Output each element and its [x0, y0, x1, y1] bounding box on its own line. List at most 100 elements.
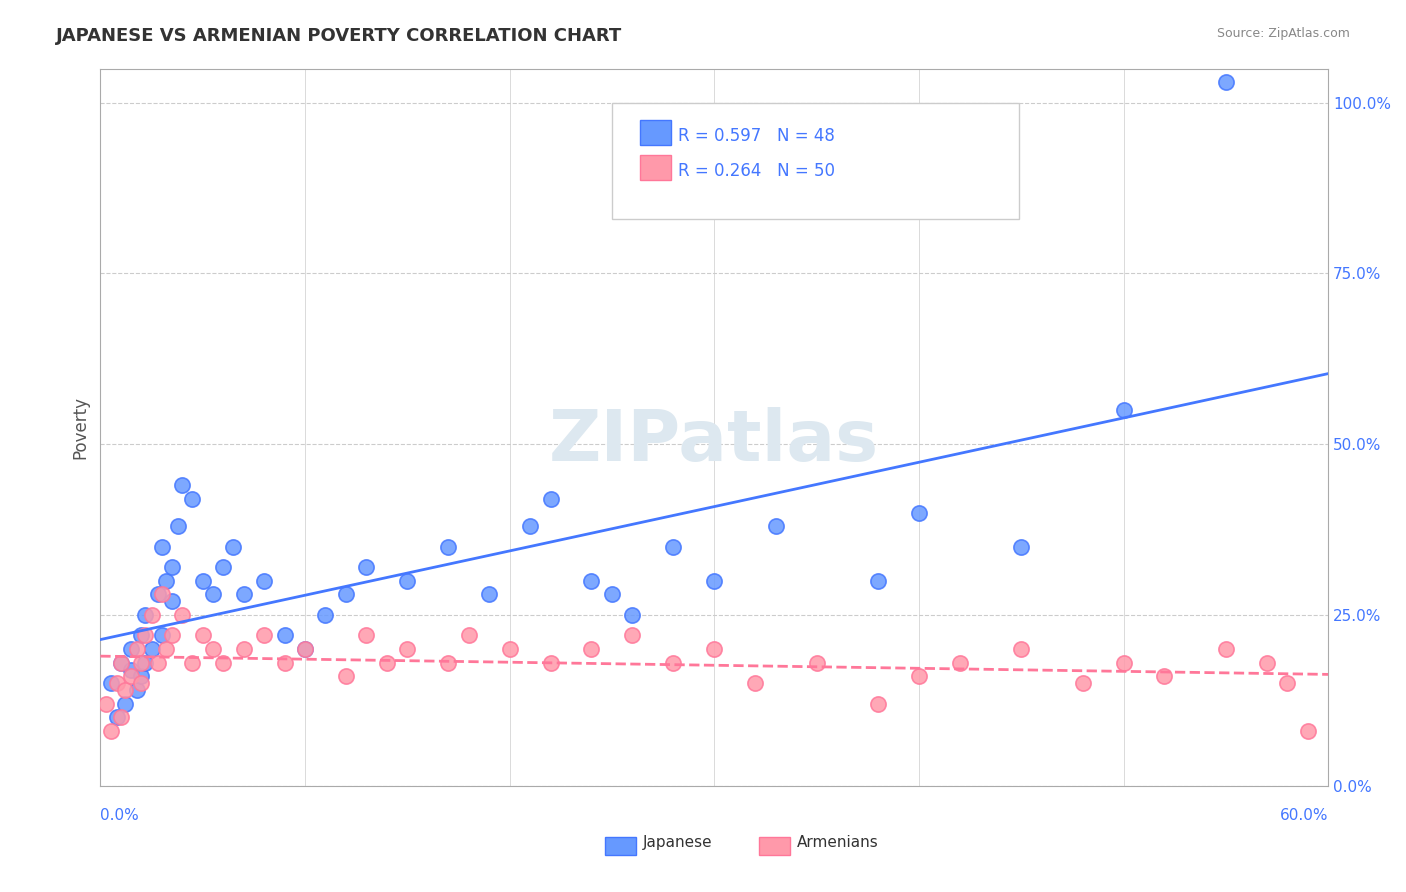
Japanese [110, 656, 132, 670]
Armenians [437, 656, 460, 670]
Armenians [100, 724, 122, 739]
Japanese [172, 478, 194, 492]
Armenians [114, 683, 136, 698]
Armenians [335, 669, 357, 683]
Japanese [866, 574, 889, 588]
Japanese [335, 587, 357, 601]
Armenians [1256, 656, 1278, 670]
Japanese [129, 628, 152, 642]
Armenians [1112, 656, 1135, 670]
Armenians [129, 656, 152, 670]
Japanese [134, 607, 156, 622]
Armenians [120, 669, 142, 683]
Armenians [356, 628, 378, 642]
Armenians [110, 710, 132, 724]
Armenians [621, 628, 644, 642]
Japanese [160, 560, 183, 574]
Japanese [134, 656, 156, 670]
Armenians [1296, 724, 1319, 739]
Text: ZIPatlas: ZIPatlas [550, 407, 879, 476]
Japanese [150, 628, 173, 642]
Armenians [146, 656, 169, 670]
Japanese [191, 574, 214, 588]
Armenians [866, 697, 889, 711]
Armenians [1071, 676, 1094, 690]
Armenians [253, 628, 276, 642]
Japanese [1215, 75, 1237, 89]
Text: Japanese: Japanese [643, 836, 713, 850]
Japanese [155, 574, 177, 588]
Japanese [396, 574, 419, 588]
Japanese [129, 669, 152, 683]
Armenians [1010, 642, 1032, 657]
Japanese [141, 642, 163, 657]
Armenians [581, 642, 603, 657]
Text: JAPANESE VS ARMENIAN POVERTY CORRELATION CHART: JAPANESE VS ARMENIAN POVERTY CORRELATION… [56, 27, 623, 45]
Japanese [703, 574, 725, 588]
Text: 60.0%: 60.0% [1279, 808, 1329, 823]
Armenians [172, 607, 194, 622]
Armenians [150, 587, 173, 601]
Armenians [110, 656, 132, 670]
Armenians [806, 656, 828, 670]
Armenians [129, 676, 152, 690]
Japanese [201, 587, 224, 601]
Armenians [181, 656, 204, 670]
Japanese [356, 560, 378, 574]
Japanese [294, 642, 316, 657]
Japanese [662, 540, 685, 554]
Text: Armenians: Armenians [797, 836, 879, 850]
Armenians [540, 656, 562, 670]
Armenians [134, 628, 156, 642]
Armenians [232, 642, 254, 657]
Japanese [100, 676, 122, 690]
Armenians [212, 656, 235, 670]
Japanese [150, 540, 173, 554]
Japanese [232, 587, 254, 601]
Armenians [375, 656, 398, 670]
Armenians [498, 642, 520, 657]
Japanese [120, 663, 142, 677]
Japanese [160, 594, 183, 608]
Armenians [155, 642, 177, 657]
Japanese [146, 587, 169, 601]
Japanese [127, 683, 149, 698]
Japanese [212, 560, 235, 574]
Y-axis label: Poverty: Poverty [72, 396, 89, 458]
Japanese [478, 587, 501, 601]
Japanese [222, 540, 245, 554]
Japanese [253, 574, 276, 588]
Japanese [765, 519, 787, 533]
Japanese [120, 642, 142, 657]
Armenians [141, 607, 163, 622]
Armenians [949, 656, 972, 670]
Japanese [181, 491, 204, 506]
Japanese [581, 574, 603, 588]
Japanese [105, 710, 128, 724]
Armenians [1153, 669, 1175, 683]
Japanese [600, 587, 623, 601]
Armenians [744, 676, 766, 690]
Japanese [908, 506, 931, 520]
Armenians [127, 642, 149, 657]
Japanese [437, 540, 460, 554]
Japanese [621, 607, 644, 622]
Text: 0.0%: 0.0% [100, 808, 139, 823]
Armenians [96, 697, 118, 711]
Armenians [1277, 676, 1299, 690]
Armenians [1215, 642, 1237, 657]
Armenians [294, 642, 316, 657]
Japanese [540, 491, 562, 506]
Armenians [457, 628, 479, 642]
Japanese [1010, 540, 1032, 554]
Armenians [273, 656, 295, 670]
Armenians [201, 642, 224, 657]
Japanese [314, 607, 336, 622]
Armenians [105, 676, 128, 690]
Text: Source: ZipAtlas.com: Source: ZipAtlas.com [1216, 27, 1350, 40]
Armenians [703, 642, 725, 657]
Text: R = 0.264   N = 50: R = 0.264 N = 50 [678, 162, 835, 180]
Text: R = 0.597   N = 48: R = 0.597 N = 48 [678, 127, 835, 145]
Japanese [1112, 403, 1135, 417]
Armenians [191, 628, 214, 642]
